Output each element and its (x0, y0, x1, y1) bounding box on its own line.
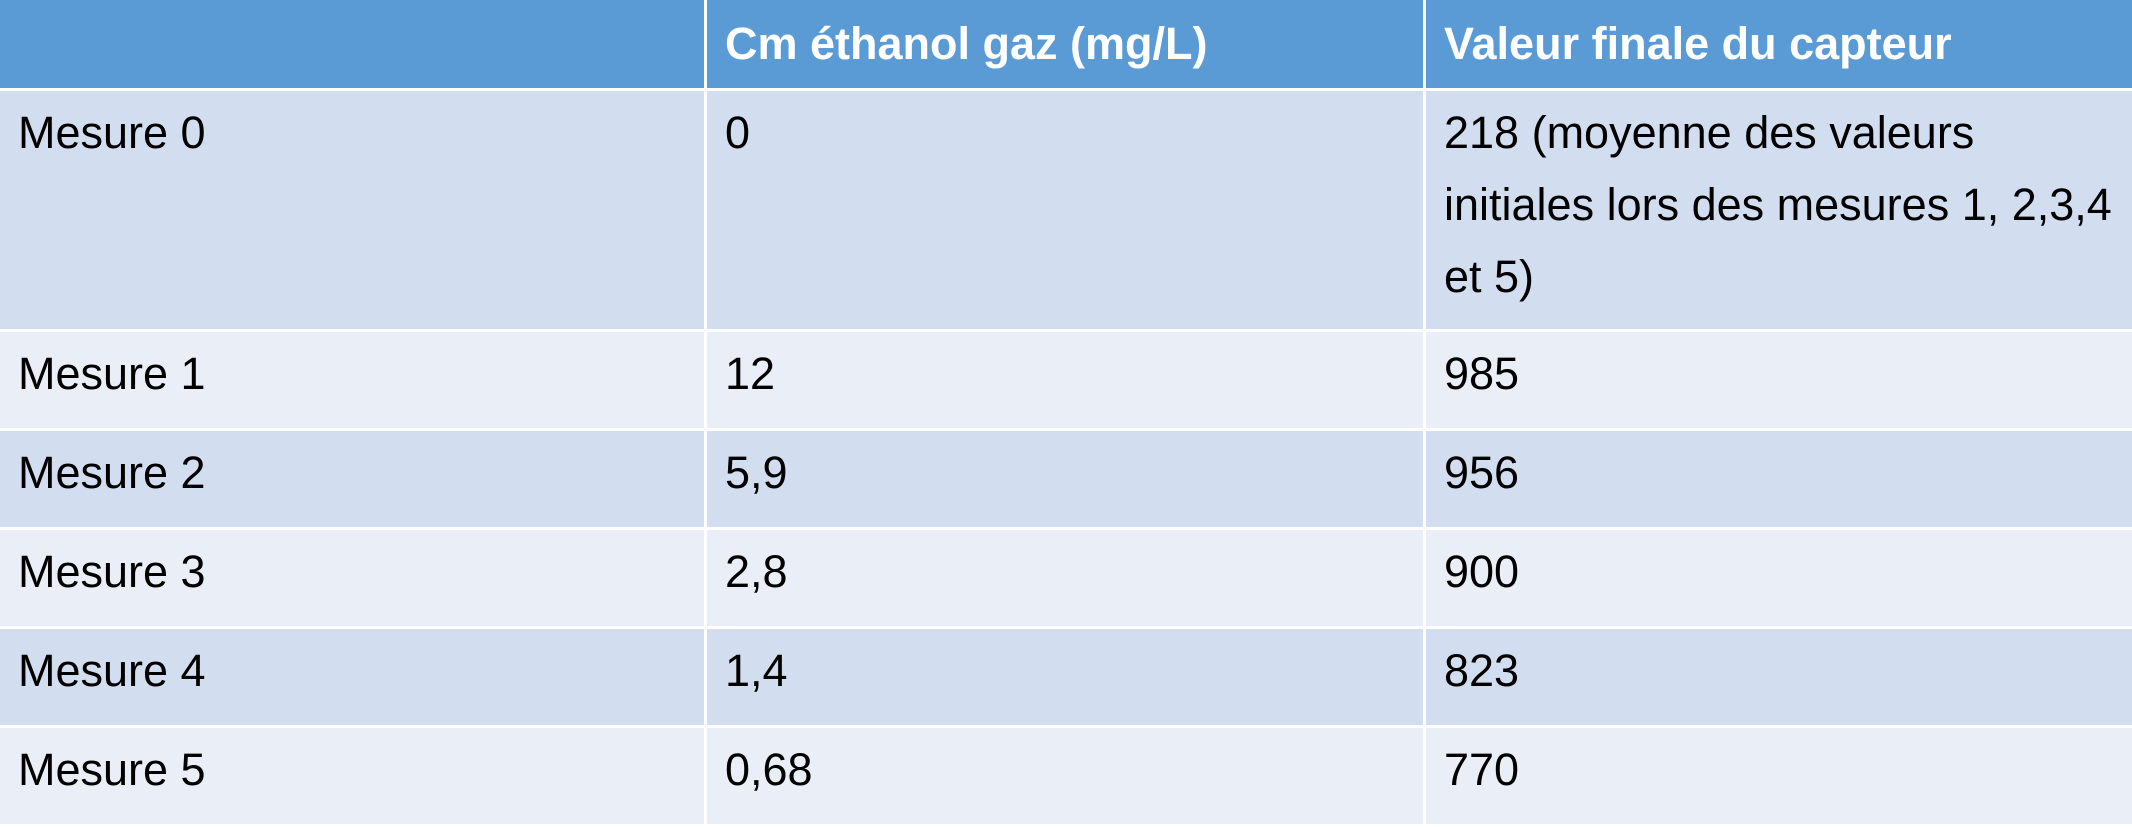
table-cell: Mesure 5 (0, 728, 704, 824)
table-cell: Mesure 4 (0, 629, 704, 725)
table-cell: 956 (1426, 431, 2132, 527)
table-row: Mesure 2 5,9 956 (0, 431, 2132, 527)
table-row: Mesure 3 2,8 900 (0, 530, 2132, 626)
table-cell: 0,68 (707, 728, 1423, 824)
table-cell: Mesure 1 (0, 332, 704, 428)
table-cell: 823 (1426, 629, 2132, 725)
header-cell: Valeur finale du capteur (1426, 0, 2132, 88)
table-row: Mesure 4 1,4 823 (0, 629, 2132, 725)
table-body: Mesure 0 0 218 (moyenne des valeurs initia… (0, 91, 2132, 824)
header-cell: Cm éthanol gaz (mg/L) (707, 0, 1423, 88)
table-cell: 0 (707, 91, 1423, 329)
header-cell (0, 0, 704, 88)
table-cell: 770 (1426, 728, 2132, 824)
table-row: Mesure 0 0 218 (moyenne des valeurs initia… (0, 91, 2132, 329)
table-cell: 5,9 (707, 431, 1423, 527)
table-cell: Mesure 2 (0, 431, 704, 527)
table-row: Mesure 1 12 985 (0, 332, 2132, 428)
table-cell: Mesure 0 (0, 91, 704, 329)
table-cell: 12 (707, 332, 1423, 428)
table-cell: 218 (moyenne des valeurs initiales lors … (1426, 91, 2132, 329)
table-cell: 1,4 (707, 629, 1423, 725)
table-cell: 985 (1426, 332, 2132, 428)
table-cell: 2,8 (707, 530, 1423, 626)
table-cell: 900 (1426, 530, 2132, 626)
table-cell: Mesure 3 (0, 530, 704, 626)
table-row: Mesure 5 0,68 770 (0, 728, 2132, 824)
header-row: Cm éthanol gaz (mg/L) Valeur finale du c… (0, 0, 2132, 88)
